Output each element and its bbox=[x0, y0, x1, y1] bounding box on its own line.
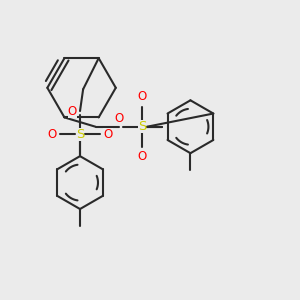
Text: O: O bbox=[138, 150, 147, 163]
Text: S: S bbox=[76, 128, 84, 141]
Text: O: O bbox=[103, 128, 112, 141]
Text: O: O bbox=[47, 128, 57, 141]
Text: O: O bbox=[138, 90, 147, 104]
Text: S: S bbox=[138, 120, 146, 133]
Text: O: O bbox=[114, 112, 124, 125]
Text: O: O bbox=[68, 104, 77, 118]
